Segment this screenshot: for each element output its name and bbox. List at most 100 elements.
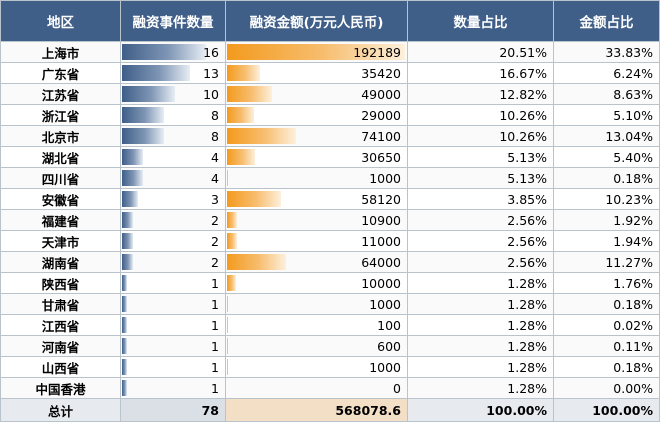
count-value: 4	[121, 149, 225, 166]
amount-value: 35420	[226, 65, 407, 82]
amount-share-cell: 1.76%	[554, 273, 660, 294]
amount-cell: 192189	[226, 42, 408, 63]
count-value: 1	[121, 275, 225, 292]
amount-value: 29000	[226, 107, 407, 124]
total-amount-share: 100.00%	[554, 399, 660, 422]
count-value: 2	[121, 254, 225, 271]
count-cell: 4	[121, 147, 226, 168]
count-share-cell: 3.85%	[408, 189, 554, 210]
amount-share-cell: 1.92%	[554, 210, 660, 231]
count-cell: 10	[121, 84, 226, 105]
count-share-cell: 12.82%	[408, 84, 554, 105]
count-share-cell: 20.51%	[408, 42, 554, 63]
count-cell: 2	[121, 252, 226, 273]
amount-share-cell: 11.27%	[554, 252, 660, 273]
count-value: 13	[121, 65, 225, 82]
amount-cell: 11000	[226, 231, 408, 252]
count-value: 1	[121, 317, 225, 334]
amount-cell: 1000	[226, 168, 408, 189]
count-value: 2	[121, 212, 225, 229]
region-cell: 山西省	[1, 357, 121, 378]
region-cell: 中国香港	[1, 378, 121, 399]
total-count: 78	[121, 399, 226, 422]
region-cell: 江西省	[1, 315, 121, 336]
amount-share-cell: 10.23%	[554, 189, 660, 210]
amount-value: 49000	[226, 86, 407, 103]
total-label: 总计	[1, 399, 121, 422]
amount-value: 74100	[226, 128, 407, 145]
region-cell: 天津市	[1, 231, 121, 252]
amount-cell: 49000	[226, 84, 408, 105]
amount-cell: 74100	[226, 126, 408, 147]
amount-cell: 600	[226, 336, 408, 357]
amount-share-cell: 0.00%	[554, 378, 660, 399]
count-share-cell: 5.13%	[408, 147, 554, 168]
amount-value: 1000	[226, 359, 407, 376]
amount-value: 600	[226, 338, 407, 355]
amount-share-cell: 8.63%	[554, 84, 660, 105]
amount-share-cell: 0.18%	[554, 168, 660, 189]
count-cell: 16	[121, 42, 226, 63]
amount-share-cell: 0.02%	[554, 315, 660, 336]
amount-value: 10900	[226, 212, 407, 229]
count-share-cell: 5.13%	[408, 168, 554, 189]
amount-cell: 100	[226, 315, 408, 336]
count-share-cell: 1.28%	[408, 294, 554, 315]
amount-value: 10000	[226, 275, 407, 292]
amount-cell: 10000	[226, 273, 408, 294]
amount-value: 100	[226, 317, 407, 334]
region-cell: 广东省	[1, 63, 121, 84]
count-cell: 8	[121, 126, 226, 147]
amount-share-cell: 0.18%	[554, 357, 660, 378]
amount-share-cell: 0.18%	[554, 294, 660, 315]
count-cell: 1	[121, 378, 226, 399]
amount-value: 0	[226, 380, 407, 397]
amount-value: 192189	[226, 44, 407, 61]
count-cell: 1	[121, 294, 226, 315]
amount-value: 64000	[226, 254, 407, 271]
amount-share-cell: 5.40%	[554, 147, 660, 168]
amount-cell: 35420	[226, 63, 408, 84]
amount-cell: 0	[226, 378, 408, 399]
amount-share-cell: 6.24%	[554, 63, 660, 84]
count-value: 2	[121, 233, 225, 250]
count-value: 1	[121, 296, 225, 313]
count-cell: 1	[121, 336, 226, 357]
count-cell: 13	[121, 63, 226, 84]
amount-cell: 29000	[226, 105, 408, 126]
amount-value: 11000	[226, 233, 407, 250]
region-cell: 湖北省	[1, 147, 121, 168]
amount-cell: 30650	[226, 147, 408, 168]
count-value: 1	[121, 338, 225, 355]
amount-cell: 1000	[226, 357, 408, 378]
amount-share-cell: 13.04%	[554, 126, 660, 147]
header-count: 融资事件数量	[121, 1, 226, 42]
header-amount: 融资金额(万元人民币)	[226, 1, 408, 42]
header-row: 地区 融资事件数量 融资金额(万元人民币) 数量占比 金额占比	[1, 1, 660, 42]
count-share-cell: 1.28%	[408, 273, 554, 294]
count-share-cell: 16.67%	[408, 63, 554, 84]
count-value: 16	[121, 44, 225, 61]
region-cell: 湖南省	[1, 252, 121, 273]
count-value: 1	[121, 380, 225, 397]
amount-value: 1000	[226, 296, 407, 313]
count-share-cell: 10.26%	[408, 126, 554, 147]
header-amount-share: 金额占比	[554, 1, 660, 42]
count-share-cell: 2.56%	[408, 231, 554, 252]
region-cell: 四川省	[1, 168, 121, 189]
region-cell: 福建省	[1, 210, 121, 231]
